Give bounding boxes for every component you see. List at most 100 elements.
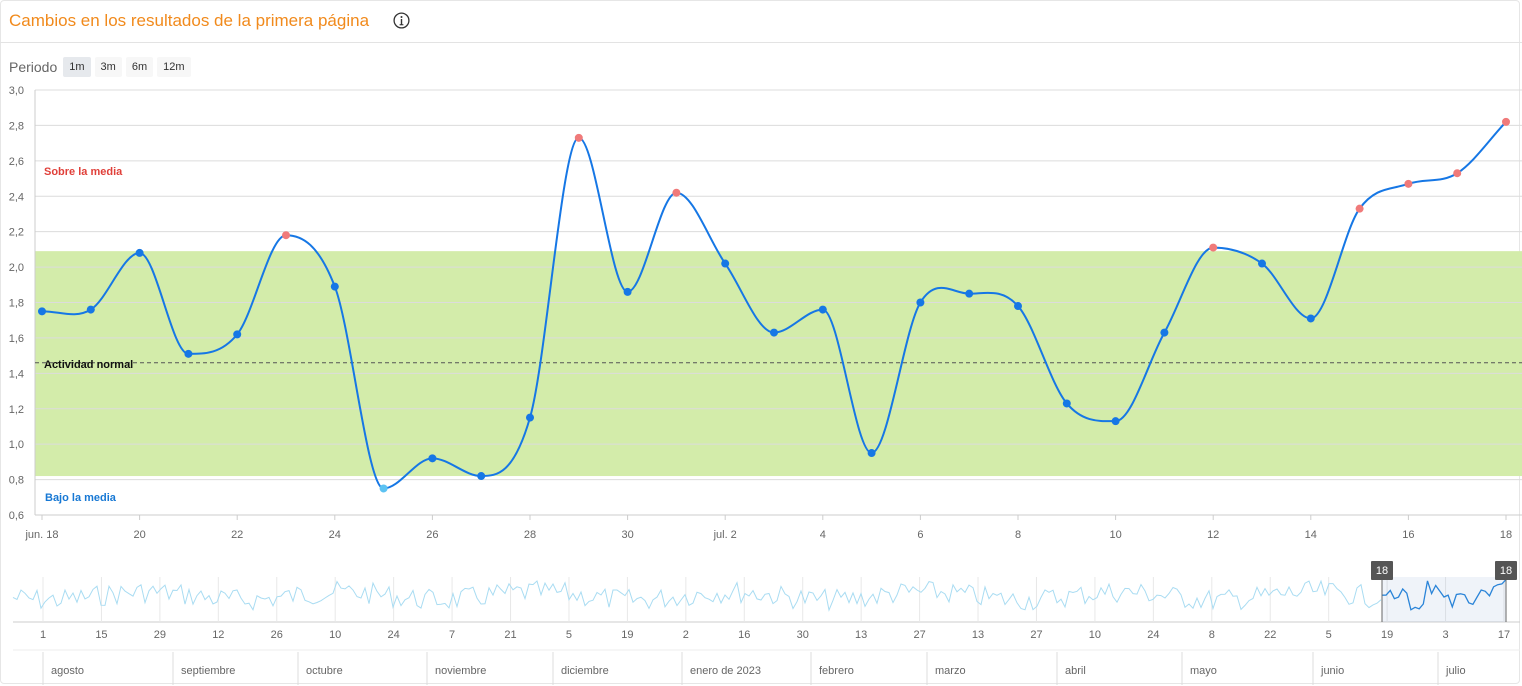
navigator-handle-left	[1371, 561, 1393, 580]
data-point	[1111, 417, 1120, 426]
navigator-day-label: 26	[271, 629, 283, 641]
navigator-day-label: 24	[1147, 629, 1159, 641]
data-point	[965, 289, 974, 298]
navigator-day-label: 5	[1326, 629, 1332, 641]
data-point	[135, 248, 144, 257]
data-point	[428, 454, 437, 463]
period-3m-button[interactable]: 3m	[94, 57, 122, 77]
x-tick-label: 30	[621, 529, 633, 541]
data-point	[770, 328, 778, 337]
navigator-month-label: septiembre	[181, 665, 235, 677]
x-tick-label: 6	[917, 529, 923, 541]
x-tick-label: 26	[426, 529, 438, 541]
navigator-day-label: 21	[504, 629, 516, 641]
y-tick-label: 0,6	[9, 510, 24, 522]
y-tick-label: 2,8	[9, 120, 24, 132]
navigator-month-label: julio	[1445, 665, 1466, 677]
series-line	[41, 121, 1507, 490]
navigator-day-label: 13	[972, 629, 984, 641]
navigator-day-label: 10	[329, 629, 341, 641]
data-point	[477, 472, 486, 481]
navigator-month-label: noviembre	[435, 665, 486, 677]
navigator-day-label: 13	[855, 629, 867, 641]
navigator-day-label: 16	[738, 629, 750, 641]
period-label: Periodo	[9, 59, 58, 75]
x-tick-label: 12	[1207, 529, 1219, 541]
navigator-month-label: mayo	[1190, 665, 1217, 677]
x-tick-label: 20	[133, 529, 145, 541]
navigator-month-label: diciembre	[561, 665, 609, 677]
chart-title: Cambios en los resultados de la primera …	[9, 11, 370, 30]
x-tick-label: 18	[1500, 529, 1512, 541]
y-tick-label: 1,0	[9, 439, 24, 451]
data-point	[672, 188, 681, 197]
navigator-day-label: 30	[797, 629, 809, 641]
navigator-month-label: agosto	[51, 665, 84, 677]
period-12m-button[interactable]: 12m	[157, 57, 191, 77]
info-circle-icon[interactable]	[393, 12, 410, 29]
band-label-above: Sobre la media	[44, 166, 123, 178]
x-tick-label: jul. 2	[713, 529, 737, 541]
x-tick-label: 22	[231, 529, 243, 541]
navigator-day-label: 27	[913, 629, 925, 641]
navigator-month-label: octubre	[306, 665, 343, 677]
navigator-series-line	[12, 579, 1382, 612]
navigator-day-label: 27	[1030, 629, 1042, 641]
navigator-day-label: 3	[1442, 629, 1448, 641]
data-point	[867, 449, 876, 458]
y-tick-label: 2,2	[9, 227, 24, 239]
data-point	[526, 413, 534, 422]
navigator-month-label: abril	[1065, 665, 1086, 677]
data-point	[1014, 302, 1022, 311]
data-point	[330, 282, 339, 291]
y-tick-label: 1,2	[9, 404, 24, 416]
navigator-day-label: 22	[1264, 629, 1276, 641]
navigator-selection	[1382, 577, 1506, 622]
data-point	[1160, 328, 1169, 337]
data-point	[1209, 243, 1218, 252]
data-point	[916, 298, 925, 307]
data-point	[379, 484, 388, 493]
navigator-day-label: 12	[212, 629, 224, 641]
data-point	[233, 330, 242, 339]
data-point	[1404, 179, 1413, 188]
navigator-day-label: 19	[621, 629, 633, 641]
y-tick-label: 2,0	[9, 262, 24, 274]
navigator-handle-right-label: 18	[1500, 565, 1512, 577]
y-tick-label: 1,4	[9, 368, 24, 380]
data-point	[721, 259, 730, 268]
x-tick-label: 8	[1015, 529, 1021, 541]
navigator-day-label: 7	[449, 629, 455, 641]
data-point	[1062, 399, 1071, 408]
x-tick-label: 16	[1402, 529, 1414, 541]
y-tick-label: 1,8	[9, 298, 24, 310]
data-point	[1258, 259, 1266, 268]
y-tick-label: 0,8	[9, 475, 24, 487]
navigator-day-label: 19	[1381, 629, 1393, 641]
x-tick-label: 24	[329, 529, 341, 541]
navigator-month-label: febrero	[819, 665, 854, 677]
navigator-day-label: 2	[683, 629, 689, 641]
navigator-handle-right	[1495, 561, 1517, 580]
period-6m-button[interactable]: 6m	[125, 57, 154, 77]
period-1m-button[interactable]: 1m	[63, 57, 91, 77]
period-selector: Periodo 1m 3m 6m 12m	[9, 57, 195, 77]
band-label-normal: Actividad normal	[44, 359, 133, 371]
x-tick-label: jun. 18	[24, 529, 58, 541]
normal-activity-band	[35, 251, 1522, 477]
data-point	[818, 305, 827, 314]
navigator-handle-left-label: 18	[1376, 565, 1388, 577]
navigator-month-label: enero de 2023	[690, 665, 761, 677]
navigator-day-label: 10	[1089, 629, 1101, 641]
navigator-selected-series	[1381, 579, 1507, 611]
navigator-day-label: 29	[154, 629, 166, 641]
data-point	[1453, 169, 1462, 178]
chart-header: Cambios en los resultados de la primera …	[0, 0, 1522, 43]
x-tick-label: 4	[820, 529, 826, 541]
data-point	[184, 349, 193, 358]
navigator-day-label: 5	[566, 629, 572, 641]
data-point	[86, 305, 95, 314]
data-point	[623, 287, 632, 296]
y-tick-label: 3,0	[9, 85, 24, 97]
